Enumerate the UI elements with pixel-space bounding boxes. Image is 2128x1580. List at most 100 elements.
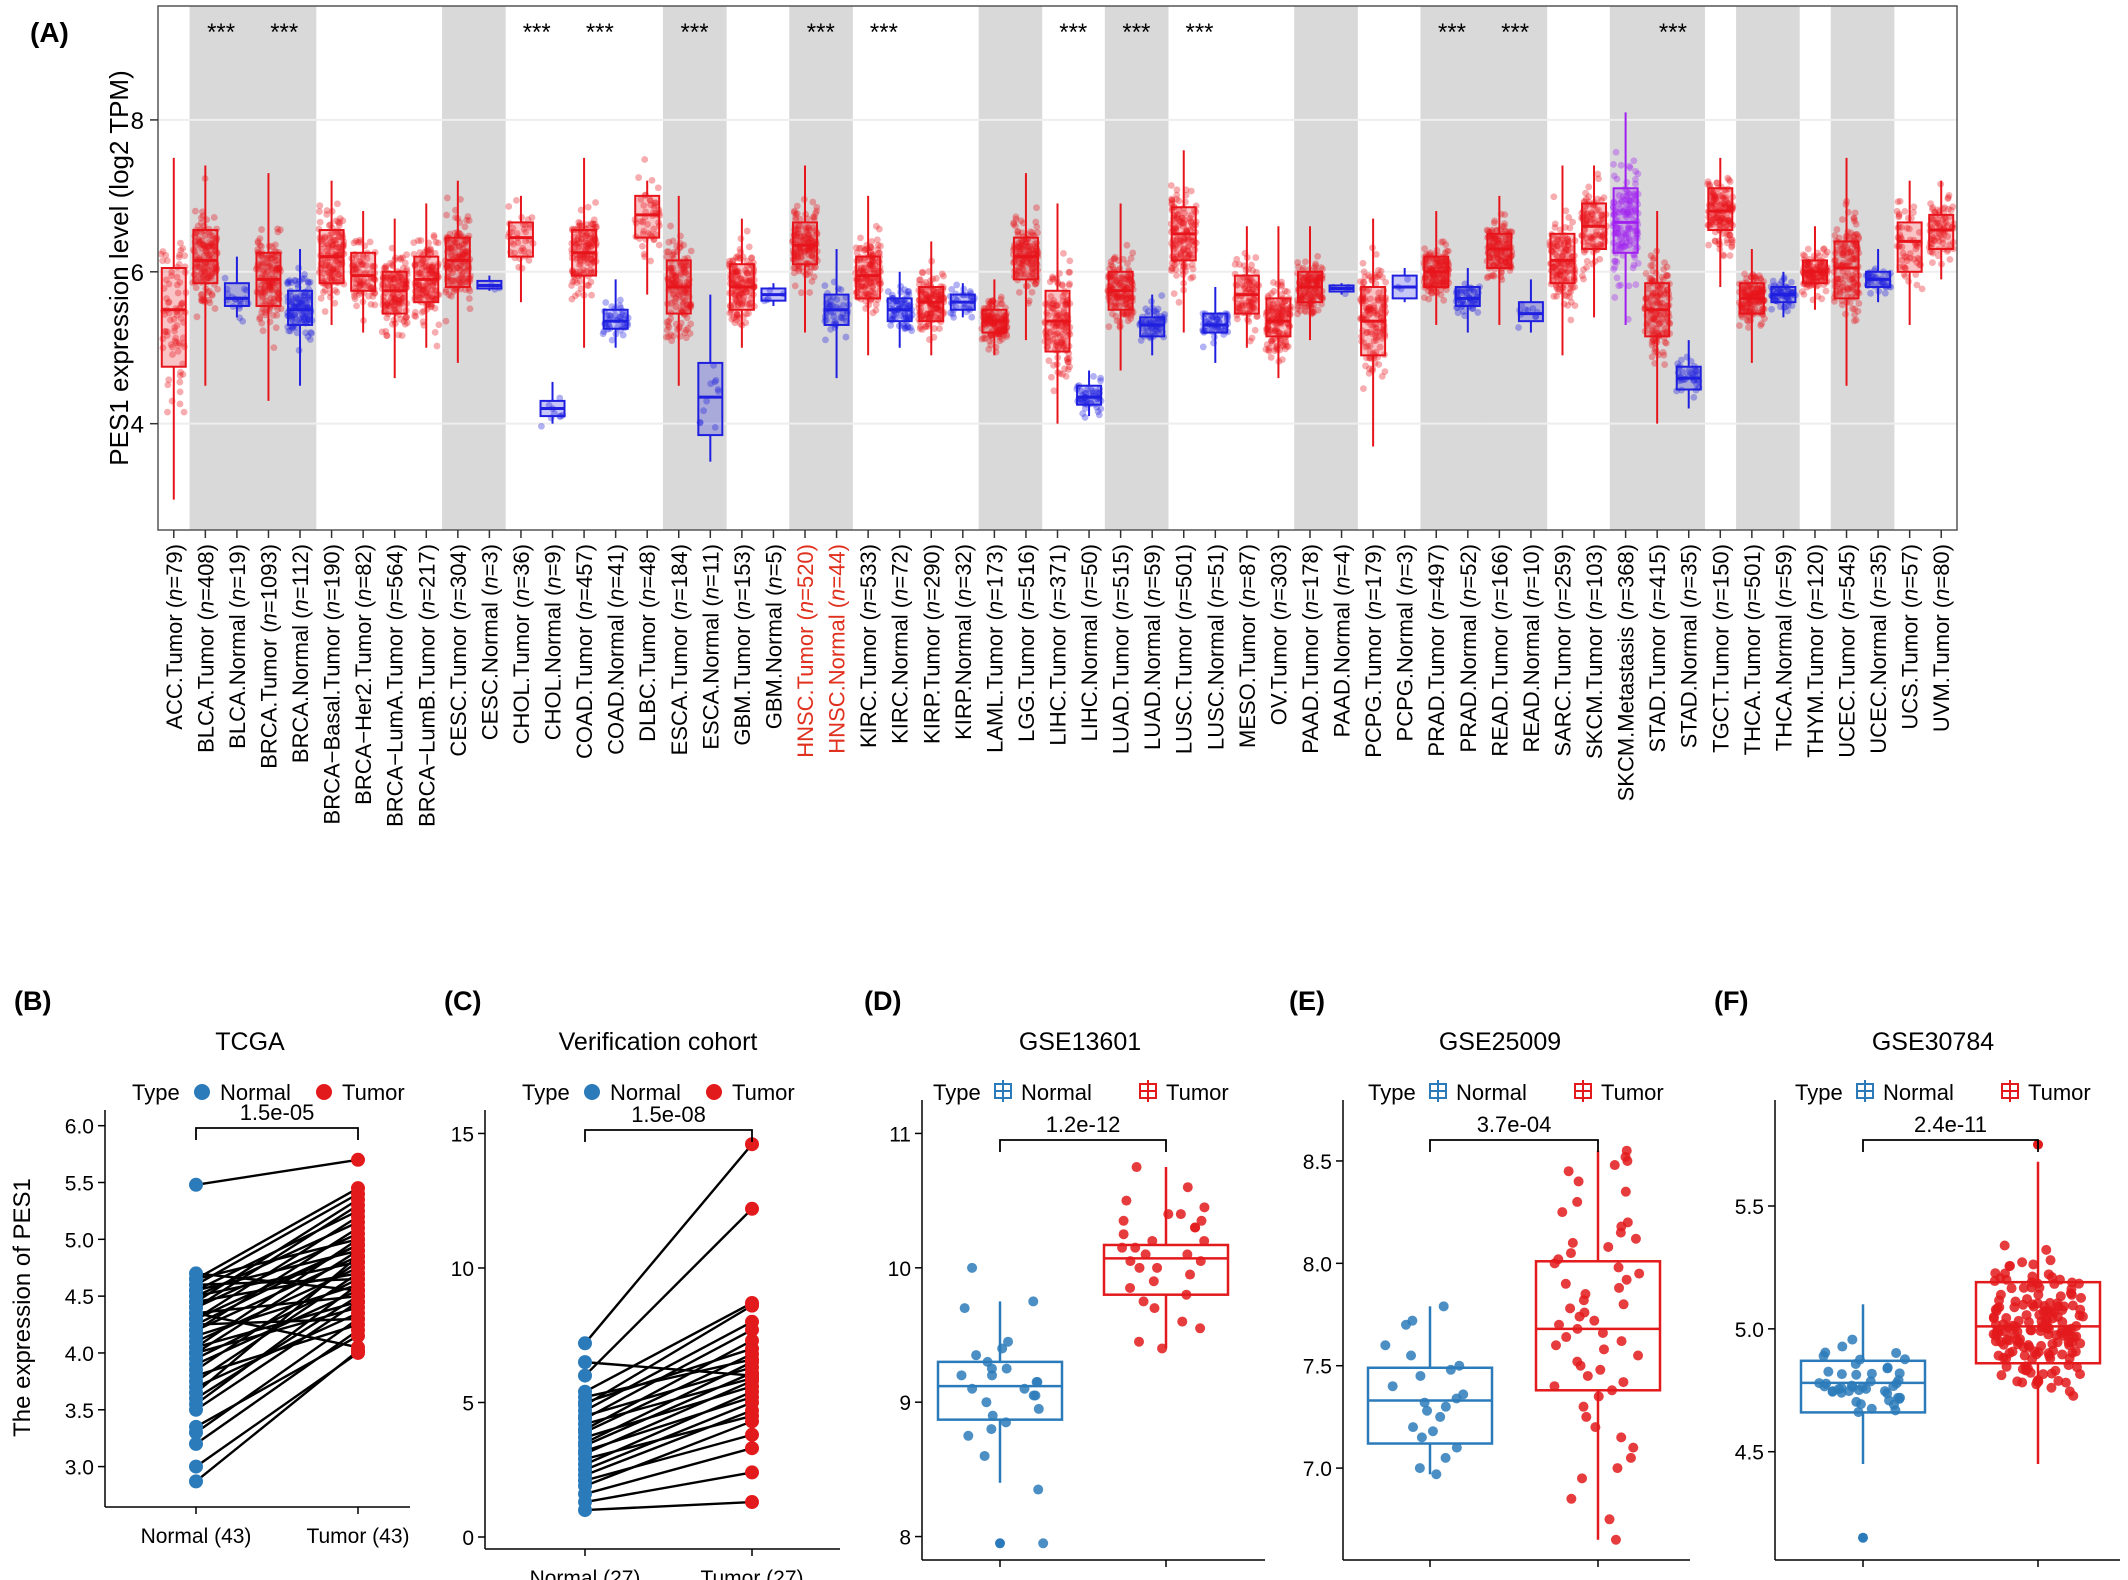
data-point xyxy=(266,285,274,293)
data-point xyxy=(352,280,360,288)
data-point xyxy=(461,223,469,231)
data-point xyxy=(743,227,751,235)
data-point xyxy=(425,265,433,273)
data-point xyxy=(364,279,371,286)
data-point xyxy=(209,241,217,249)
data-point xyxy=(1187,274,1195,282)
data-point xyxy=(350,239,358,247)
data-point xyxy=(1312,260,1320,268)
data-point xyxy=(414,268,422,276)
data-point xyxy=(429,263,437,271)
data-point xyxy=(210,214,218,221)
data-point xyxy=(301,296,309,304)
significance-stars: *** xyxy=(1122,19,1150,46)
data-point xyxy=(297,318,305,326)
data-point xyxy=(667,222,674,230)
data-point xyxy=(287,327,294,335)
data-point xyxy=(198,219,205,227)
data-point xyxy=(356,277,363,285)
background-band xyxy=(1325,6,1358,530)
data-point xyxy=(397,300,405,308)
data-point xyxy=(635,174,643,181)
data-point xyxy=(428,261,436,269)
data-point xyxy=(430,233,438,241)
data-point xyxy=(273,266,281,274)
data-point xyxy=(428,286,436,294)
data-point xyxy=(262,311,269,319)
data-point xyxy=(387,276,395,284)
data-point xyxy=(414,237,422,245)
data-point xyxy=(419,257,427,265)
data-point xyxy=(201,260,209,268)
background-band xyxy=(1420,6,1453,530)
data-point xyxy=(207,274,215,282)
data-point xyxy=(206,299,214,307)
data-point xyxy=(505,203,513,210)
data-point xyxy=(331,236,339,244)
data-point xyxy=(200,275,207,283)
data-point xyxy=(421,263,428,271)
data-point xyxy=(336,215,344,222)
data-point xyxy=(1726,252,1734,259)
data-point xyxy=(1567,316,1575,324)
data-point xyxy=(362,262,370,269)
data-point xyxy=(399,254,406,262)
data-point xyxy=(388,299,396,307)
data-point xyxy=(195,235,203,243)
data-point xyxy=(1490,219,1498,227)
data-point xyxy=(353,276,361,283)
data-point xyxy=(261,288,269,295)
data-point xyxy=(305,293,312,300)
data-point xyxy=(423,289,430,297)
data-point xyxy=(462,248,470,256)
data-point xyxy=(809,198,817,206)
data-point xyxy=(382,274,390,282)
data-point xyxy=(423,266,431,274)
data-point xyxy=(1302,258,1309,266)
data-point xyxy=(387,278,394,286)
data-point xyxy=(261,282,269,290)
data-point xyxy=(687,320,695,328)
background-band xyxy=(1136,6,1169,530)
data-point xyxy=(449,277,457,284)
data-point xyxy=(418,259,426,267)
data-point xyxy=(386,302,393,310)
data-point xyxy=(450,277,458,285)
data-point xyxy=(197,214,205,222)
data-point xyxy=(173,273,181,281)
data-point xyxy=(259,288,267,296)
data-point xyxy=(205,251,213,259)
data-point xyxy=(367,284,375,291)
data-point xyxy=(733,311,741,318)
data-point xyxy=(428,302,435,310)
data-point xyxy=(418,308,426,316)
data-point xyxy=(301,270,308,278)
data-point xyxy=(268,283,276,291)
data-point xyxy=(256,285,264,293)
data-point xyxy=(985,345,993,353)
data-point xyxy=(304,278,312,286)
data-point xyxy=(1724,174,1732,182)
data-point xyxy=(821,282,829,290)
data-point xyxy=(1123,241,1131,249)
data-point xyxy=(1034,229,1041,237)
box xyxy=(918,285,945,323)
data-point xyxy=(745,243,753,251)
data-point xyxy=(429,293,436,301)
box xyxy=(287,289,314,326)
data-point xyxy=(353,302,360,310)
data-point xyxy=(403,319,411,327)
data-point xyxy=(177,239,184,247)
data-point xyxy=(463,278,471,286)
data-point xyxy=(171,337,179,345)
data-point xyxy=(415,285,423,293)
data-point xyxy=(268,286,276,294)
data-point xyxy=(301,275,308,282)
data-point xyxy=(301,311,309,319)
data-point xyxy=(272,279,280,287)
data-point xyxy=(333,288,341,296)
data-point xyxy=(316,218,324,226)
data-point xyxy=(200,222,208,230)
data-point xyxy=(323,247,331,255)
data-point xyxy=(388,274,396,282)
